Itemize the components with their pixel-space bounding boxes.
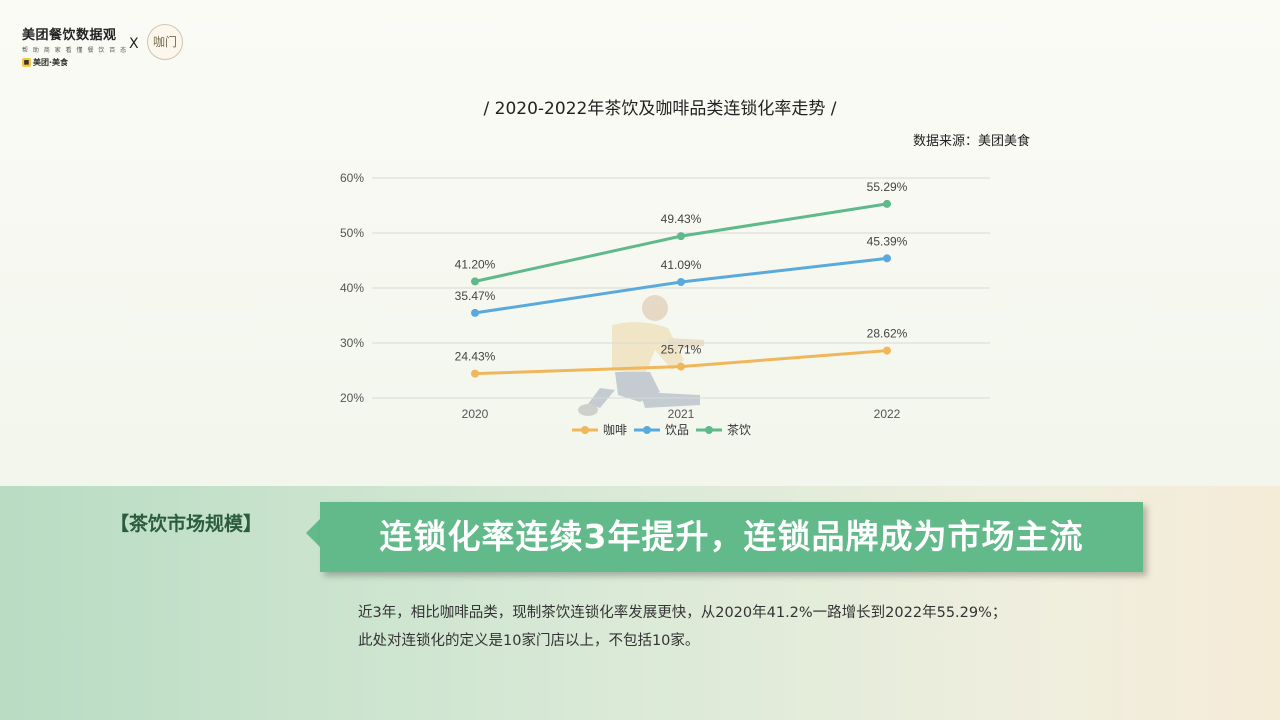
kamen-logo: 咖门 xyxy=(147,24,183,60)
data-label: 24.43% xyxy=(455,350,496,364)
legend-label: 饮品 xyxy=(665,423,689,437)
y-tick-label: 60% xyxy=(340,171,364,185)
legend-label: 茶饮 xyxy=(727,422,751,437)
chart-title: / 2020-2022年茶饮及咖啡品类连锁化率走势 / xyxy=(483,99,837,119)
line-chart: 20% 30% 40% 50% 60% 2020 2021 2022 24.43% 25.71… xyxy=(340,171,990,437)
data-point xyxy=(471,369,479,378)
data-label: 45.39% xyxy=(867,234,908,248)
y-tick-label: 40% xyxy=(340,281,364,295)
data-label: 49.43% xyxy=(661,212,702,226)
brand-subtitle: 帮 助 商 家 看 懂 餐 饮 百 态 xyxy=(22,47,128,54)
data-label: 55.29% xyxy=(867,180,908,194)
y-tick-label: 50% xyxy=(340,226,364,240)
legend-marker xyxy=(643,426,651,434)
data-point xyxy=(883,199,891,208)
meituan-icon: ■ xyxy=(22,58,31,67)
legend-marker xyxy=(581,426,589,434)
x-axis: 2020 2021 2022 xyxy=(462,407,901,421)
y-tick-label: 20% xyxy=(340,391,364,405)
data-point xyxy=(471,277,479,286)
chart-legend: 咖啡 饮品 茶饮 xyxy=(572,422,751,437)
data-point xyxy=(677,232,685,241)
legend-marker xyxy=(705,426,713,434)
section-label: 【茶饮市场规模】 xyxy=(110,513,263,535)
headline-banner: 连锁化率连续3年提升，连锁品牌成为市场主流 xyxy=(320,502,1143,572)
data-point xyxy=(883,254,891,263)
data-point xyxy=(677,362,685,371)
data-point xyxy=(677,278,685,287)
data-source: 数据来源：美团美食 xyxy=(912,134,1030,149)
brand-tag: ■ 美团·美食 xyxy=(22,57,128,68)
legend-label: 咖啡 xyxy=(603,422,627,437)
x-tick-label: 2021 xyxy=(668,407,695,421)
data-label: 41.09% xyxy=(661,258,702,272)
data-label: 35.47% xyxy=(455,289,496,303)
description: 近3年，相比咖啡品类，现制茶饮连锁化率发展更快，从2020年41.2%一路增长到… xyxy=(358,599,1006,655)
brand-tag-label: 美团·美食 xyxy=(33,58,69,67)
data-label: 28.62% xyxy=(867,327,908,341)
data-point xyxy=(471,308,479,317)
data-label: 41.20% xyxy=(455,257,496,271)
brand-title: 美团餐饮数据观 xyxy=(22,28,117,43)
data-point xyxy=(883,346,891,355)
x-tick-label: 2020 xyxy=(462,407,489,421)
runner-illustration xyxy=(578,295,704,416)
chart-series: 24.43% 25.71% 28.62% 35.47% 41.09% 45.39% 41.2… xyxy=(455,180,908,378)
banner-arrow xyxy=(306,518,321,548)
description-line-2: 此处对连锁化的定义是10家门店以上，不包括10家。 xyxy=(358,633,700,649)
description-line-1: 近3年，相比咖啡品类，现制茶饮连锁化率发展更快，从2020年41.2%一路增长到… xyxy=(358,605,1007,621)
y-tick-label: 30% xyxy=(340,336,364,350)
data-label: 25.71% xyxy=(661,343,702,357)
headline-text: 连锁化率连续3年提升，连锁品牌成为市场主流 xyxy=(379,517,1084,556)
x-tick-label: 2022 xyxy=(874,407,901,421)
meituan-logo: 美团餐饮数据观 帮 助 商 家 看 懂 餐 饮 百 态 ■ 美团·美食 xyxy=(22,24,128,68)
collab-cross: X xyxy=(129,36,139,52)
y-axis: 20% 30% 40% 50% 60% xyxy=(340,171,364,405)
